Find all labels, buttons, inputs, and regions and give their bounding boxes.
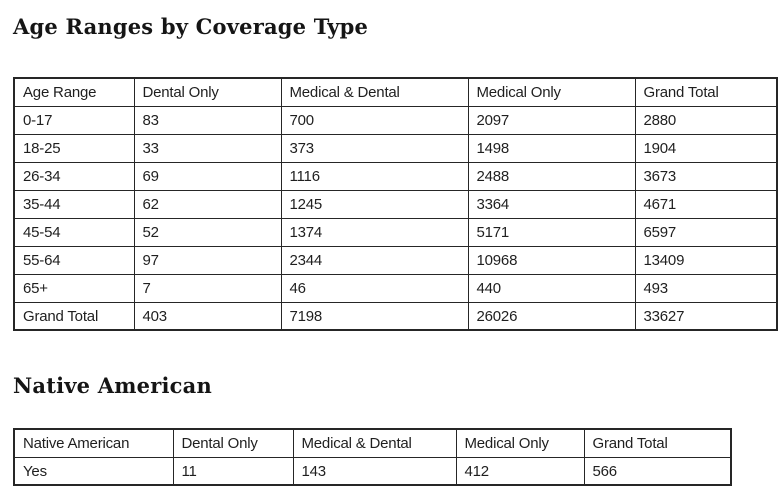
table-cell: 373 [280, 133, 469, 163]
table-cell: 45-54 [13, 217, 135, 247]
table-cell: 1245 [280, 189, 469, 219]
table-cell: 10968 [467, 245, 636, 275]
table-cell: 7 [133, 273, 282, 303]
table-cell: 1116 [280, 161, 469, 191]
column-header: Native American [13, 428, 174, 458]
table-cell: 62 [133, 189, 282, 219]
table-row: 65+ 7 46 440 493 [13, 273, 778, 303]
native-american-table: Native American Dental Only Medical & Dent… [13, 428, 732, 486]
table-cell: 11 [172, 456, 294, 486]
table-cell: 55-64 [13, 245, 135, 275]
table-cell: Yes [13, 456, 174, 486]
table-cell: 4671 [634, 189, 778, 219]
age-ranges-table: Age Range Dental Only Medical & Dental Medi… [13, 77, 778, 331]
table-cell: 69 [133, 161, 282, 191]
table-cell: 26-34 [13, 161, 135, 191]
table-cell: 0-17 [13, 105, 135, 135]
table-cell: 6597 [634, 217, 778, 247]
table-cell: 493 [634, 273, 778, 303]
table-cell: 412 [455, 456, 585, 486]
table-cell: 700 [280, 105, 469, 135]
table-row: Yes 11 143 412 566 [13, 456, 732, 486]
column-header: Dental Only [172, 428, 294, 458]
table-row: 0-17 83 700 2097 2880 [13, 105, 778, 135]
table-row: 55-64 97 2344 10968 13409 [13, 245, 778, 275]
table-cell: 566 [583, 456, 732, 486]
table-cell: 3364 [467, 189, 636, 219]
table-row: 45-54 52 1374 5171 6597 [13, 217, 778, 247]
table-cell: 13409 [634, 245, 778, 275]
table-cell: 46 [280, 273, 469, 303]
table-cell: 1374 [280, 217, 469, 247]
table-header-row: Native American Dental Only Medical & Dent… [13, 428, 732, 458]
table-cell: 1904 [634, 133, 778, 163]
table-cell: 52 [133, 217, 282, 247]
table-cell: 33627 [634, 301, 778, 331]
section-title-age-ranges: Age Ranges by Coverage Type [13, 14, 369, 39]
column-header: Dental Only [133, 77, 282, 107]
table-cell: 1498 [467, 133, 636, 163]
table-cell: 403 [133, 301, 282, 331]
table-cell: 33 [133, 133, 282, 163]
column-header: Medical & Dental [292, 428, 457, 458]
table-cell: 5171 [467, 217, 636, 247]
column-header: Medical Only [467, 77, 636, 107]
table-row: 35-44 62 1245 3364 4671 [13, 189, 778, 219]
section-title-native-american: Native American [13, 373, 212, 398]
table-cell: 440 [467, 273, 636, 303]
table-cell: 7198 [280, 301, 469, 331]
table-cell: 26026 [467, 301, 636, 331]
table-cell: Grand Total [13, 301, 135, 331]
table-cell: 65+ [13, 273, 135, 303]
table-cell: 143 [292, 456, 457, 486]
table-cell: 18-25 [13, 133, 135, 163]
column-header: Medical Only [455, 428, 585, 458]
table-cell: 2880 [634, 105, 778, 135]
table-row: 26-34 69 1116 2488 3673 [13, 161, 778, 191]
table-row: Grand Total 403 7198 26026 33627 [13, 301, 778, 331]
table-cell: 97 [133, 245, 282, 275]
column-header: Grand Total [583, 428, 732, 458]
column-header: Age Range [13, 77, 135, 107]
table-cell: 35-44 [13, 189, 135, 219]
column-header: Grand Total [634, 77, 778, 107]
table-header-row: Age Range Dental Only Medical & Dental Medi… [13, 77, 778, 107]
table-row: 18-25 33 373 1498 1904 [13, 133, 778, 163]
table-cell: 2344 [280, 245, 469, 275]
table-cell: 3673 [634, 161, 778, 191]
column-header: Medical & Dental [280, 77, 469, 107]
table-cell: 2097 [467, 105, 636, 135]
table-cell: 2488 [467, 161, 636, 191]
table-cell: 83 [133, 105, 282, 135]
